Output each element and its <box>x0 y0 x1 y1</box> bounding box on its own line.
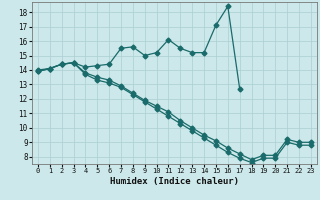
X-axis label: Humidex (Indice chaleur): Humidex (Indice chaleur) <box>110 177 239 186</box>
